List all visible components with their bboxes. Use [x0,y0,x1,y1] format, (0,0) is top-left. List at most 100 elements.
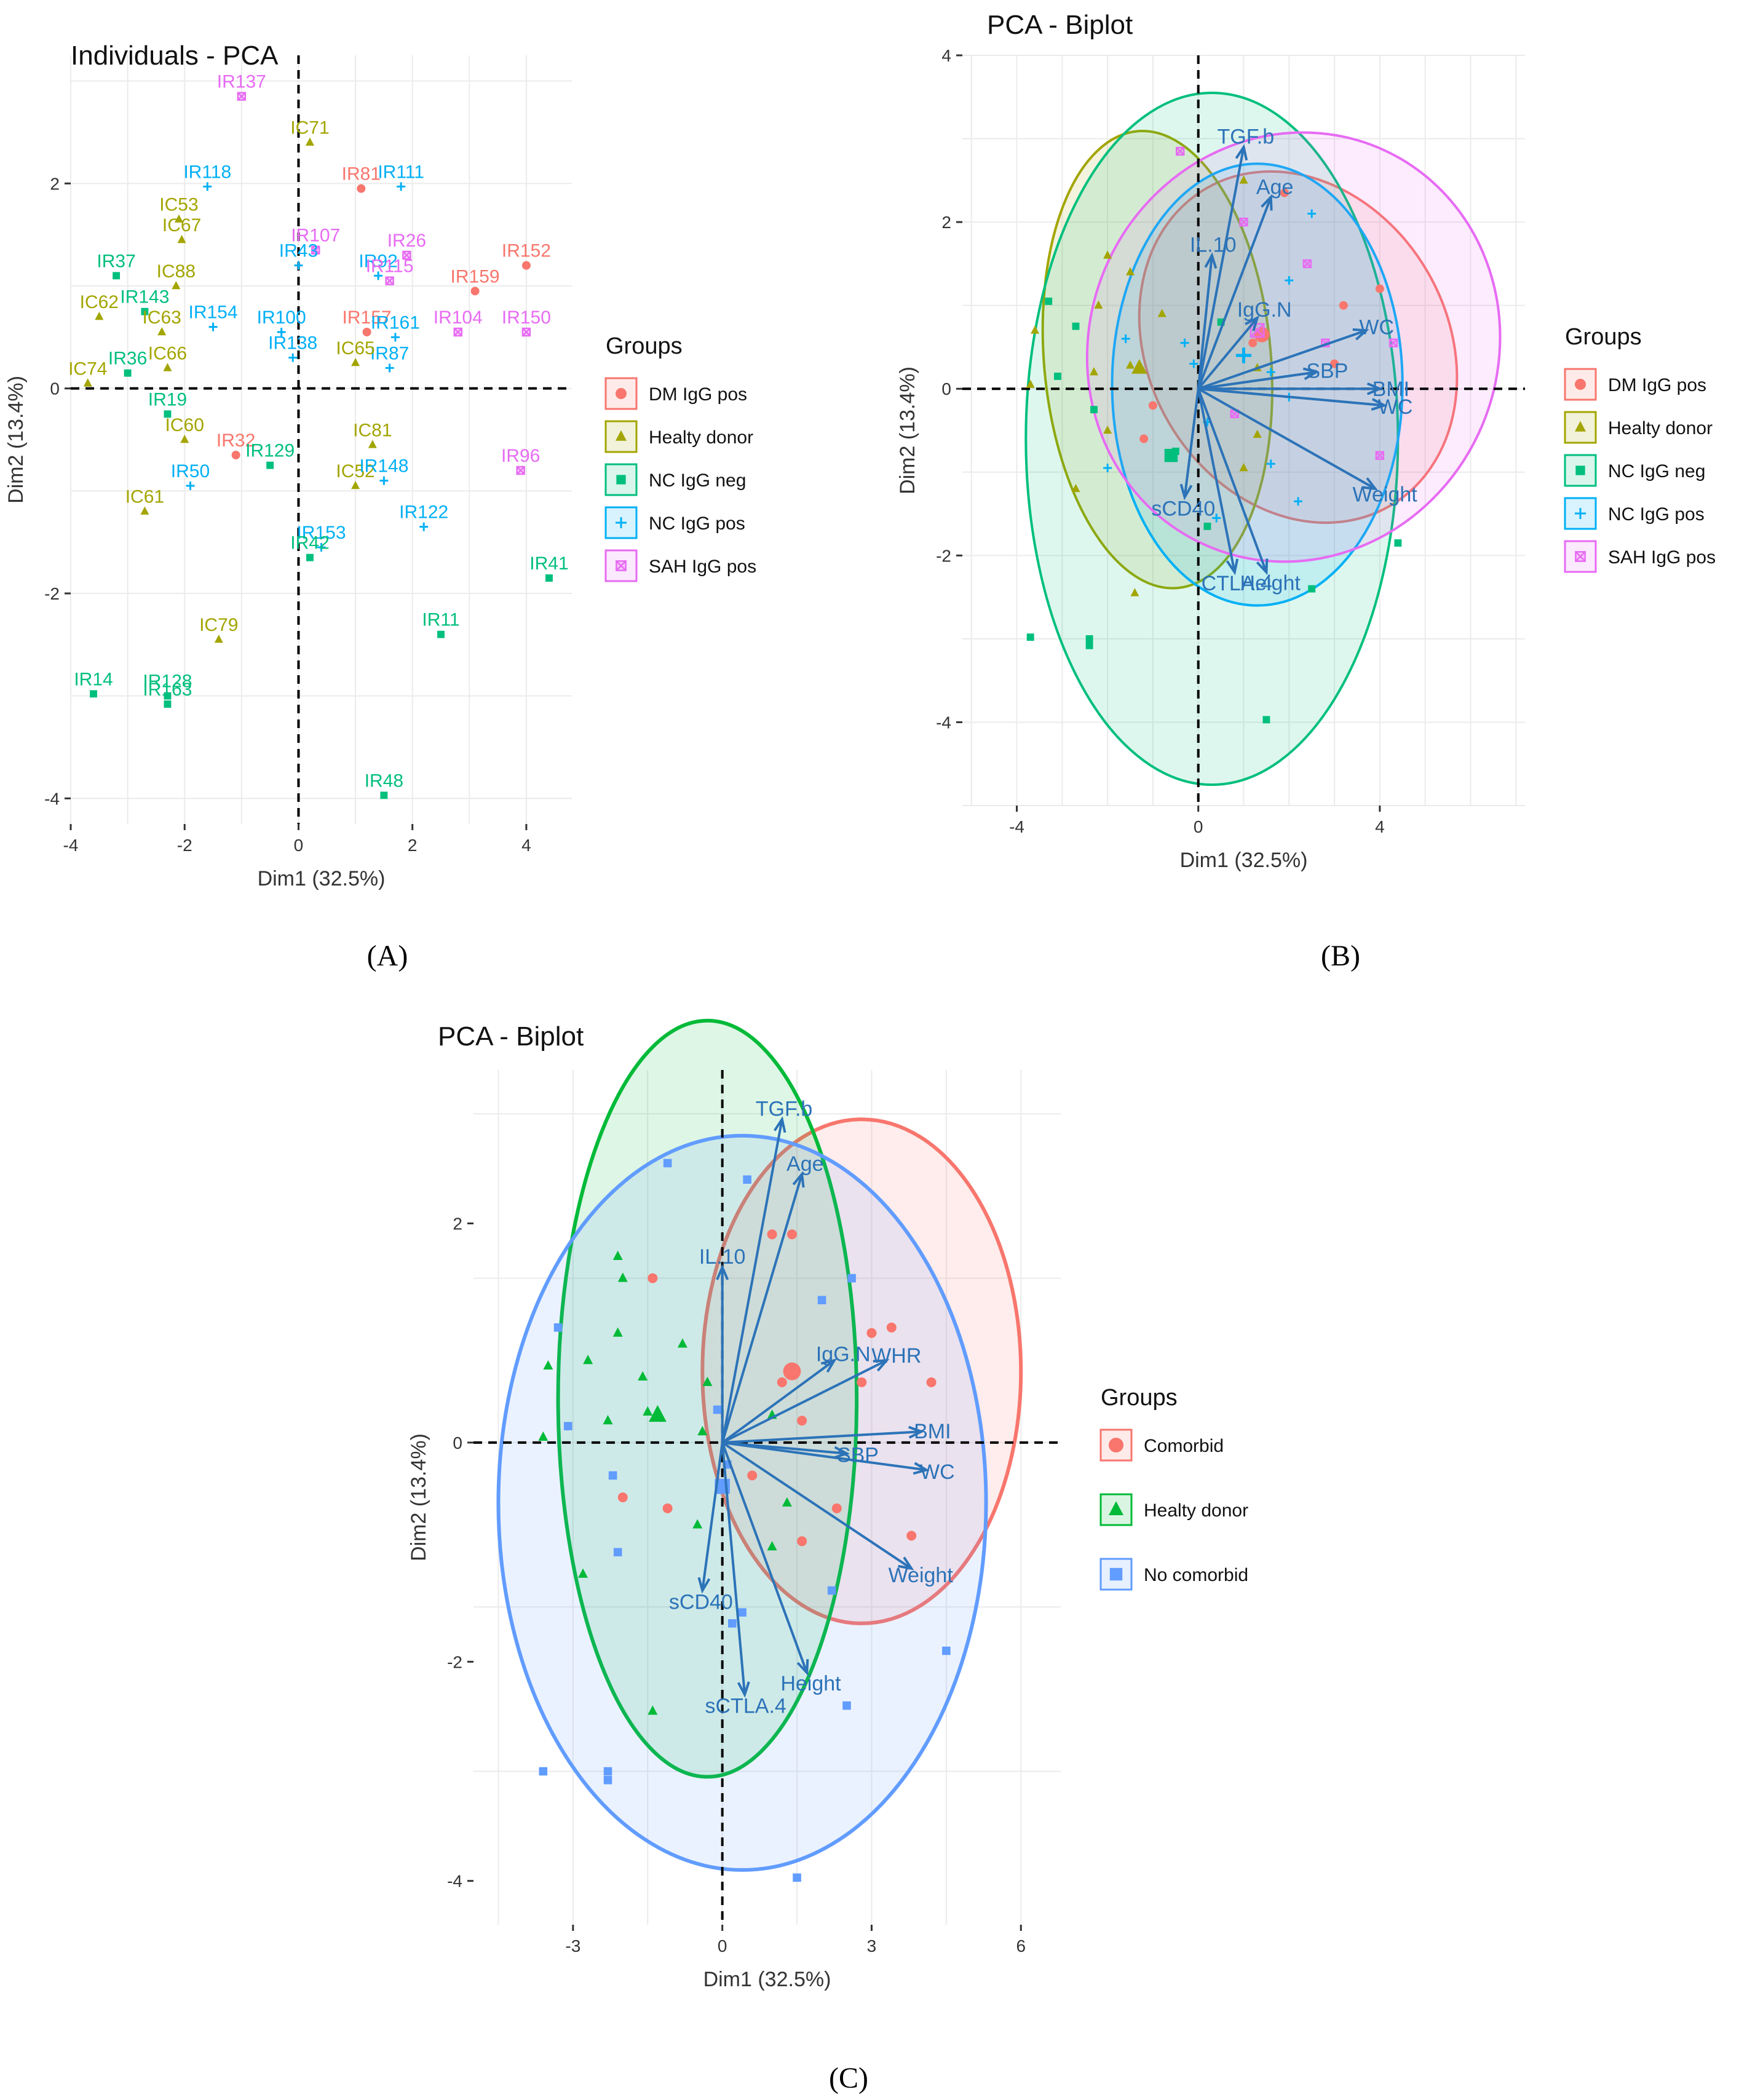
variable-arrowhead [1235,144,1248,161]
y-tick-label: -4 [44,789,60,808]
variable-arrow [1198,371,1317,390]
variable-arrowhead [1226,558,1239,576]
data-point [857,1377,867,1387]
data-point [648,1273,658,1283]
data-point [1280,188,1289,197]
confidence-ellipse-no-comorbid [496,1133,988,1872]
data-point [95,311,104,320]
x-tick-label: 0 [1194,817,1203,836]
data-point [1308,585,1316,593]
variable-arrow [721,1441,913,1570]
y-tick-label: 0 [50,379,60,398]
y-tick-label: 2 [941,213,951,232]
legend-marker [616,388,627,399]
data-point [926,1377,937,1387]
data-point [164,410,172,418]
data-point [1307,209,1317,218]
data-point [797,1536,807,1547]
y-tick-label: 0 [941,379,951,398]
data-point [648,1705,658,1715]
variable-label: IL.10 [699,1245,746,1269]
variable-label: WC [920,1460,955,1484]
data-point [866,1328,877,1338]
variable-label: Age [786,1152,824,1176]
data-point [231,451,240,459]
variable-arrowhead [1352,328,1369,341]
data-point [767,1229,777,1240]
x-axis-label: Dim1 (32.5%) [703,1968,831,1991]
point-label: IR92 [358,251,397,271]
x-tick-label: -3 [565,1936,580,1955]
data-point [1090,406,1098,414]
x-tick-label: -2 [177,836,192,855]
legend-marker [1575,421,1586,432]
point-label: IC53 [159,195,198,215]
panel-label-a: (A) [367,940,408,972]
data-point [747,1470,758,1481]
data-point [817,1296,826,1305]
group-centroid [783,1362,801,1381]
variable-label: IgG.N [1237,298,1292,322]
data-point [380,791,388,799]
data-point [1103,250,1112,259]
variable-arrowhead [913,1462,930,1475]
data-point [1126,360,1135,369]
data-point [738,1608,747,1617]
point-label: IR87 [370,343,409,363]
data-point [419,522,429,531]
variable-label: TGF.b [756,1097,813,1120]
data-point [906,1531,917,1541]
variable-label: Height [1240,571,1301,595]
group-centroid [649,1405,667,1422]
x-tick-label: -4 [1009,817,1024,836]
point-label: IR152 [502,241,551,261]
point-label: IC88 [157,261,196,282]
legend-label: NC IgG neg [1608,461,1705,481]
variable-label: WC [1378,395,1413,419]
variable-label: SBP [1306,360,1348,383]
data-point [141,307,149,315]
group-centroid [1235,347,1252,363]
data-point [1217,318,1225,326]
point-label: IC65 [336,338,374,359]
variable-label: Weight [889,1564,954,1587]
variable-arrowhead [774,1116,786,1133]
variable-arrow [722,1430,922,1444]
data-point [827,1586,836,1595]
point-label: IR161 [371,312,420,333]
legend-marker [616,517,627,528]
data-point [1071,483,1080,493]
data-point [831,1503,842,1513]
data-point [942,1646,951,1655]
data-point [767,1540,777,1551]
data-point [83,378,92,387]
data-point [1375,284,1384,293]
variable-arrow [1197,196,1272,389]
point-label: IR118 [183,162,231,182]
data-point [1388,338,1398,347]
data-point [288,353,298,362]
variable-arrowhead [737,1681,750,1698]
y-tick-label: 0 [453,1433,462,1452]
legend-marker [1575,551,1586,562]
legend-label: NC IgG pos [649,513,745,534]
data-point [847,1274,856,1283]
data-point [390,333,400,342]
y-axis-label: Dim2 (13.4%) [407,1433,430,1561]
data-point [306,553,314,561]
variable-arrow [1197,146,1245,389]
data-point [1339,301,1348,310]
data-point [1026,379,1035,388]
point-label: IR138 [268,333,317,354]
data-point [1375,451,1385,460]
data-point [266,461,274,469]
point-label: IC62 [80,292,119,312]
data-point [177,234,186,244]
data-point [453,327,462,337]
legend-label: NC IgG pos [1608,504,1705,525]
data-point [1302,259,1312,269]
data-point [1330,359,1339,368]
legend-label: DM IgG pos [649,384,747,405]
y-tick-label: -2 [44,584,60,603]
data-point [351,357,360,367]
